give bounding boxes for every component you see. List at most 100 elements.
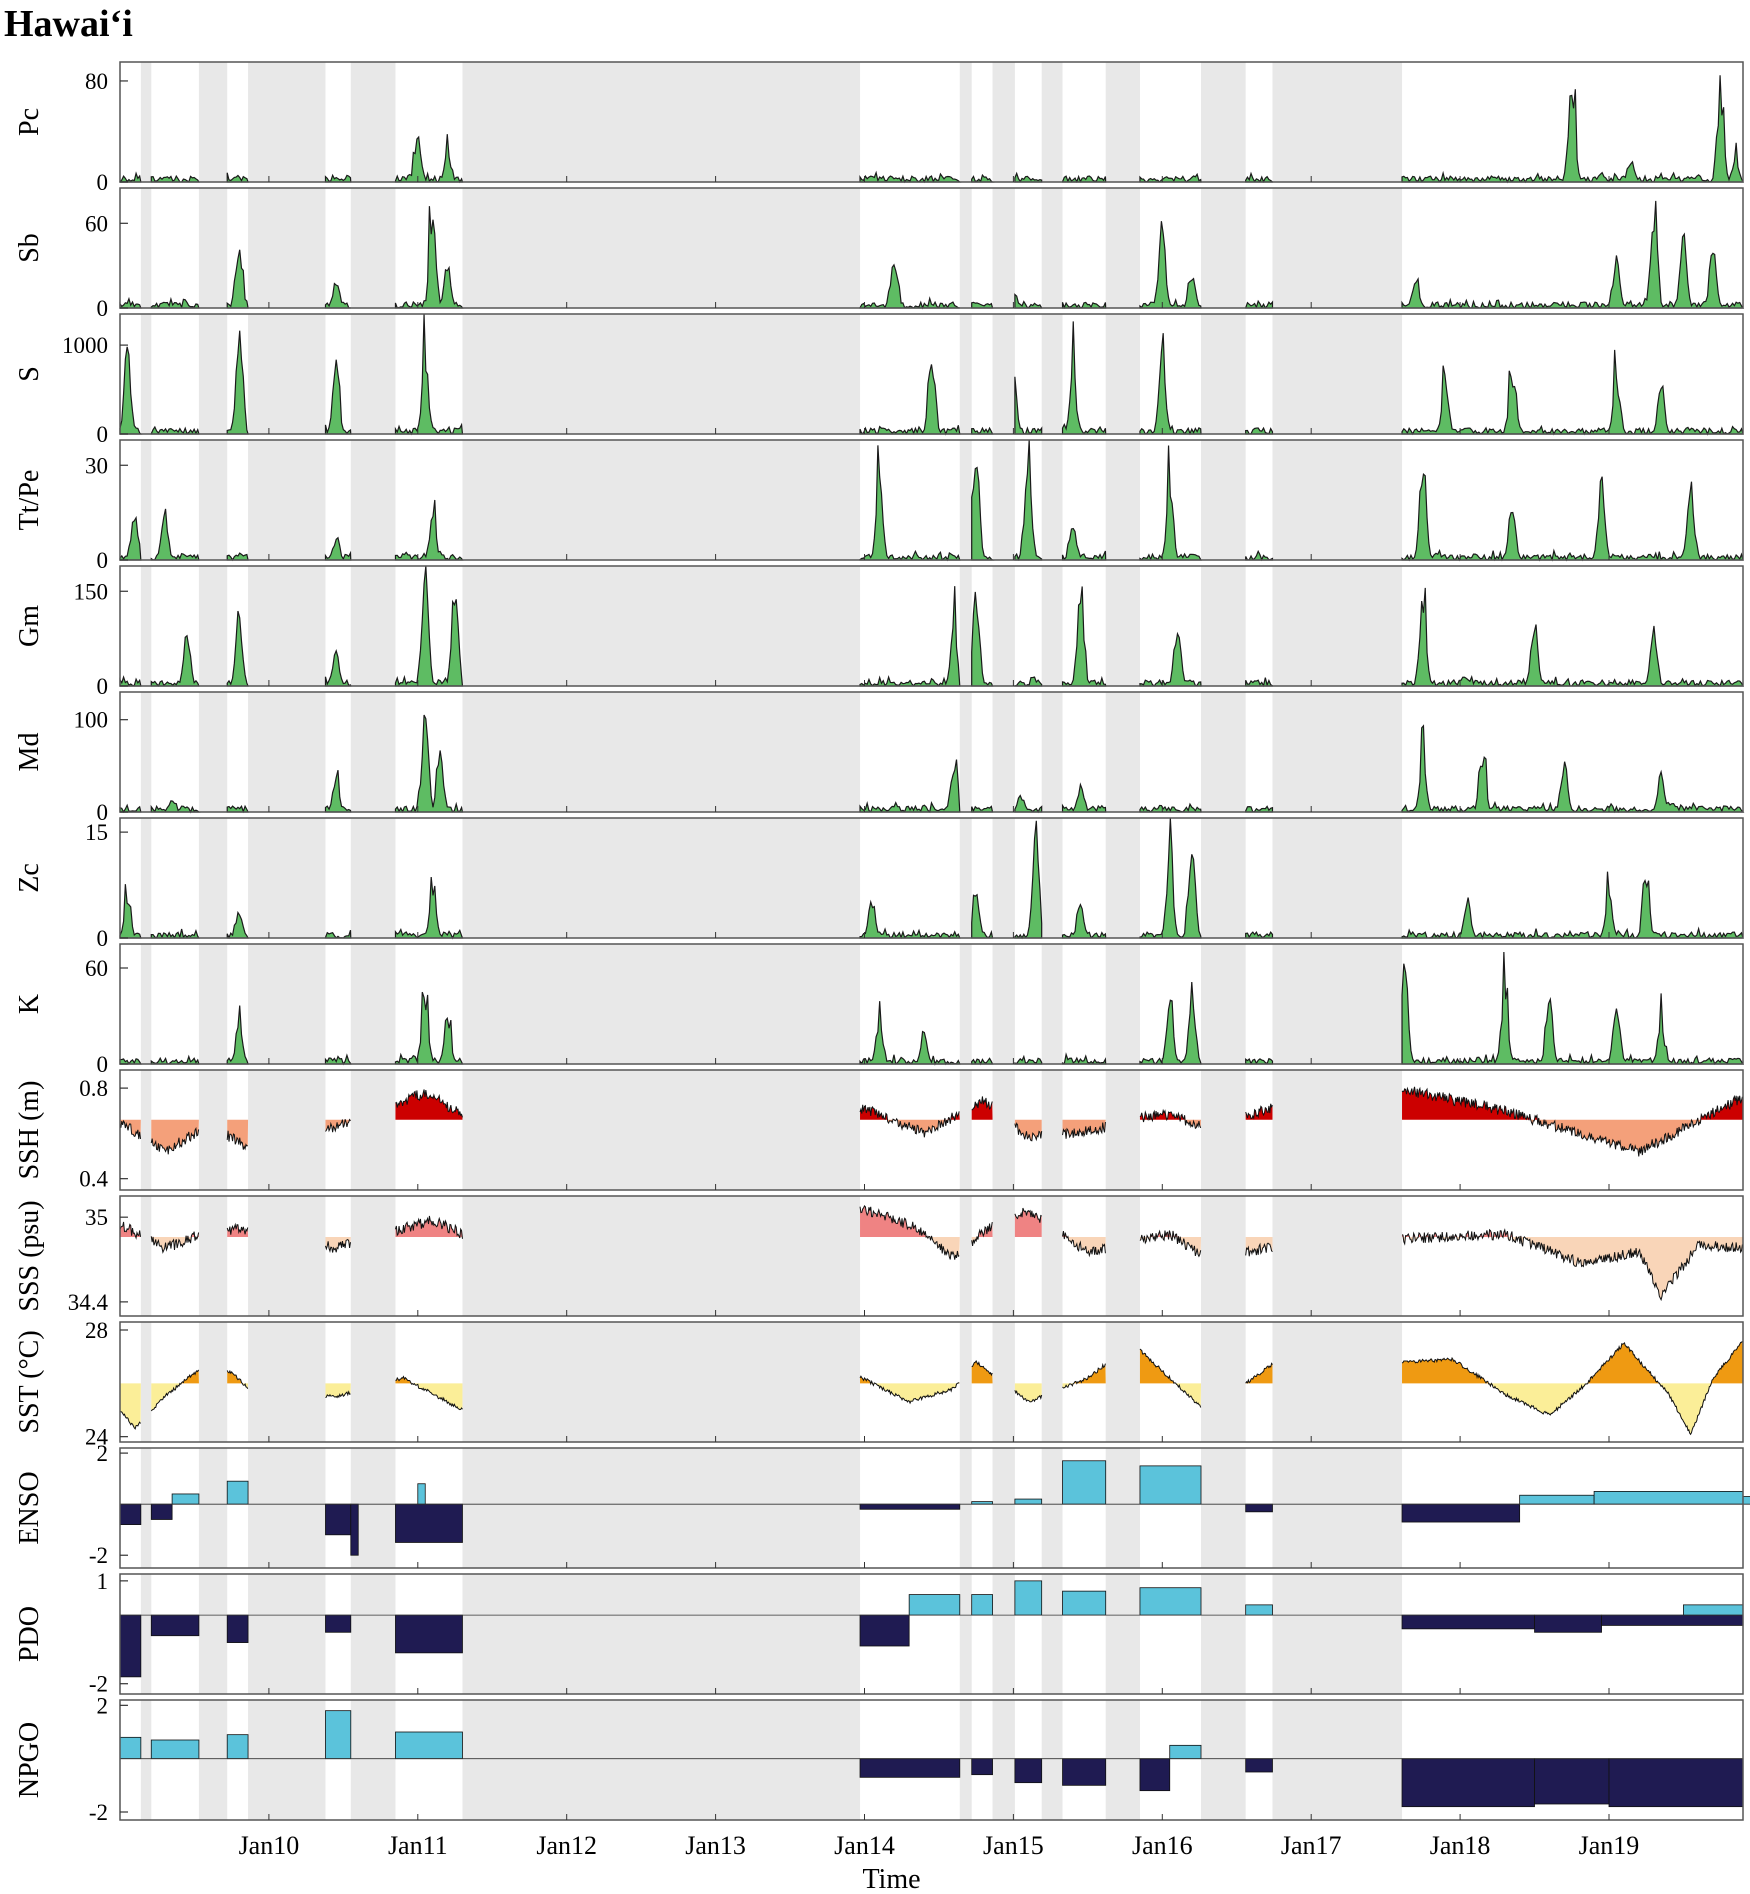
positive-anomaly-area <box>325 1119 351 1120</box>
y-axis-label: SSS (psu) <box>14 1200 45 1311</box>
y-tick-label: 15 <box>85 820 108 845</box>
gap-shade <box>462 1700 861 1820</box>
y-tick-label: 150 <box>74 579 109 604</box>
series-line <box>1014 1122 1043 1142</box>
positive-anomaly-area <box>395 1215 463 1237</box>
series-area <box>324 536 352 561</box>
index-bar <box>1169 1744 1202 1760</box>
gap-shade <box>248 1196 326 1316</box>
negative-anomaly-area <box>1402 1119 1743 1157</box>
series-area <box>859 364 961 436</box>
series-area <box>859 445 961 562</box>
series-area <box>150 508 200 561</box>
gap-shade <box>462 944 861 1064</box>
series-area <box>324 770 352 813</box>
gap-shade <box>350 944 396 1064</box>
gap-shade <box>1201 1700 1246 1820</box>
gap-shade <box>992 188 1015 308</box>
gap-shade <box>959 1700 972 1820</box>
y-axis-label: Pc <box>14 108 45 136</box>
positive-anomaly-area <box>1402 1341 1743 1384</box>
series-line <box>1139 1348 1202 1408</box>
gap-shade <box>462 188 861 308</box>
gap-shade <box>462 818 861 938</box>
positive-anomaly-area <box>395 1376 463 1384</box>
gap-shade <box>198 1322 228 1442</box>
index-bar <box>1245 1758 1273 1773</box>
gap-shade <box>248 62 326 182</box>
gap-shade <box>140 1196 152 1316</box>
series-area <box>1401 951 1745 1066</box>
series-area <box>1061 903 1107 939</box>
series-area <box>150 296 200 310</box>
gap-shade <box>140 1574 152 1694</box>
series-area <box>859 1001 961 1066</box>
panel-frame <box>119 943 1744 1065</box>
gap-shade <box>1201 1070 1246 1190</box>
gap-shade <box>462 1196 861 1316</box>
positive-anomaly-area <box>1014 1208 1042 1237</box>
series-line <box>1139 1229 1202 1258</box>
gap-shade <box>462 566 861 686</box>
series-line <box>1245 1362 1273 1384</box>
series-area <box>394 206 464 309</box>
index-bar <box>1608 1758 1744 1808</box>
gap-shade <box>198 944 228 1064</box>
negative-anomaly-area <box>395 1383 463 1410</box>
series-line <box>226 1369 249 1389</box>
negative-anomaly-area <box>395 1236 463 1239</box>
index-bar <box>1245 1503 1273 1513</box>
gap-shade <box>350 1196 396 1316</box>
index-bar <box>1601 1614 1744 1626</box>
y-axis-label: Sb <box>14 233 45 263</box>
gap-shade <box>1041 692 1063 812</box>
gap-shade <box>1272 566 1403 686</box>
series-area <box>1061 301 1107 310</box>
series-line <box>1062 1362 1106 1389</box>
panel-frame <box>119 565 1744 687</box>
gap-shade <box>140 566 152 686</box>
gap-shade <box>248 1700 326 1820</box>
series-line <box>1245 1103 1273 1120</box>
gap-shade <box>1272 440 1403 560</box>
panel-gm: 0 150 Gm <box>14 565 1744 699</box>
series-area <box>394 313 464 436</box>
index-bar <box>859 1614 910 1647</box>
negative-anomaly-area <box>120 1383 141 1429</box>
y-tick-label: 0 <box>97 548 109 573</box>
series-area <box>324 173 352 183</box>
series-area <box>324 648 352 687</box>
panel-frame <box>119 439 1744 561</box>
index-bar <box>1062 1460 1107 1505</box>
gap-shade <box>1041 62 1063 182</box>
positive-anomaly-area <box>1402 1086 1743 1120</box>
series-area <box>859 899 961 940</box>
series-line <box>971 1221 993 1247</box>
gap-shade <box>1272 944 1403 1064</box>
y-tick-label: 0 <box>97 296 109 321</box>
y-tick-label: -2 <box>89 1672 108 1697</box>
y-tick-label: 0.8 <box>79 1076 108 1101</box>
gap-shade <box>198 62 228 182</box>
series-area <box>226 330 249 435</box>
negative-anomaly-area <box>151 1383 199 1411</box>
series-area <box>1401 724 1745 814</box>
panel-sss-psu: 34.4 35 SSS (psu) <box>14 1195 1744 1317</box>
y-tick-label: 1 <box>97 1569 109 1594</box>
series-area <box>1139 333 1202 436</box>
negative-anomaly-area <box>227 1383 249 1389</box>
gap-shade <box>350 1700 396 1820</box>
series-area <box>1245 805 1274 813</box>
gap-shade <box>959 188 972 308</box>
gap-shade <box>350 440 396 560</box>
gap-shade <box>1105 1070 1140 1190</box>
series-area <box>1139 982 1202 1065</box>
series-area <box>859 586 961 687</box>
series-area <box>1401 587 1744 687</box>
panel-frame <box>119 817 1744 939</box>
y-axis-label: Gm <box>14 605 45 647</box>
gap-shade <box>140 1322 152 1442</box>
gap-shade <box>992 1070 1015 1190</box>
negative-anomaly-area <box>1014 1383 1042 1402</box>
series-line <box>150 1231 200 1254</box>
